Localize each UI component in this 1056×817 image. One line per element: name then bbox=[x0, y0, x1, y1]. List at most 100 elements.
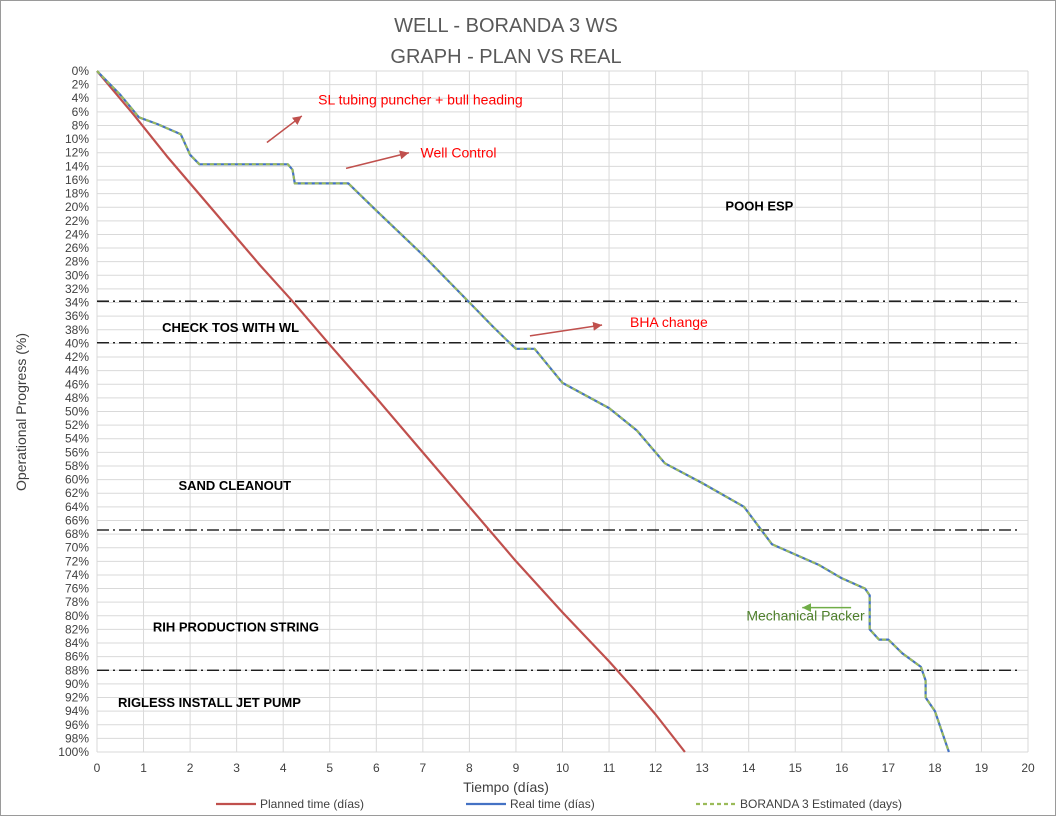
phase-label: SAND CLEANOUT bbox=[178, 478, 291, 493]
x-tick-label: 18 bbox=[928, 761, 942, 775]
y-tick-label: 96% bbox=[65, 718, 89, 732]
x-tick-label: 17 bbox=[882, 761, 896, 775]
annotation-label: BHA change bbox=[630, 314, 708, 330]
legend-label: Planned time (días) bbox=[260, 797, 364, 811]
x-tick-label: 9 bbox=[513, 761, 520, 775]
y-tick-label: 74% bbox=[65, 568, 89, 582]
y-tick-label: 80% bbox=[65, 609, 89, 623]
annotation-label: Mechanical Packer bbox=[746, 608, 865, 624]
y-tick-label: 0% bbox=[72, 64, 90, 78]
series-line-2 bbox=[96, 70, 950, 753]
y-tick-label: 32% bbox=[65, 282, 89, 296]
y-axis-title: Operational Progress (%) bbox=[13, 333, 29, 491]
y-tick-label: 92% bbox=[65, 691, 89, 705]
x-tick-label: 1 bbox=[140, 761, 147, 775]
x-tick-label: 11 bbox=[603, 761, 616, 775]
y-tick-label: 14% bbox=[65, 159, 89, 173]
y-tick-label: 36% bbox=[65, 309, 89, 323]
legend-label: Real time (días) bbox=[510, 797, 595, 811]
x-tick-label: 20 bbox=[1021, 761, 1035, 775]
y-tick-label: 24% bbox=[65, 227, 89, 241]
y-tick-label: 22% bbox=[65, 214, 89, 228]
phase-label: RIH PRODUCTION STRING bbox=[153, 619, 319, 634]
x-tick-label: 14 bbox=[742, 761, 756, 775]
y-tick-label: 82% bbox=[65, 622, 89, 636]
x-tick-label: 6 bbox=[373, 761, 380, 775]
x-tick-label: 10 bbox=[556, 761, 570, 775]
y-tick-label: 8% bbox=[72, 118, 90, 132]
y-tick-label: 40% bbox=[65, 336, 89, 350]
y-tick-label: 16% bbox=[65, 173, 89, 187]
x-tick-label: 0 bbox=[94, 761, 101, 775]
chart-title-line-2: GRAPH - PLAN VS REAL bbox=[390, 46, 621, 68]
y-tick-label: 62% bbox=[65, 486, 89, 500]
y-tick-label: 70% bbox=[65, 541, 89, 555]
y-tick-label: 44% bbox=[65, 364, 89, 378]
y-tick-label: 68% bbox=[65, 527, 89, 541]
phase-label: POOH ESP bbox=[725, 199, 793, 214]
y-tick-label: 84% bbox=[65, 636, 89, 650]
x-tick-label: 15 bbox=[789, 761, 803, 775]
y-tick-label: 12% bbox=[65, 146, 89, 160]
annotation-label: SL tubing puncher + bull heading bbox=[318, 91, 523, 107]
y-tick-label: 28% bbox=[65, 255, 89, 269]
y-tick-label: 90% bbox=[65, 677, 89, 691]
chart-title-line-1: WELL - BORANDA 3 WS bbox=[394, 15, 618, 37]
y-tick-label: 98% bbox=[65, 731, 89, 745]
annotation-arrow bbox=[345, 150, 410, 170]
y-tick-label: 20% bbox=[65, 200, 89, 214]
x-tick-label: 3 bbox=[233, 761, 240, 775]
y-tick-label: 4% bbox=[72, 91, 90, 105]
y-tick-label: 26% bbox=[65, 241, 89, 255]
y-tick-label: 58% bbox=[65, 459, 89, 473]
x-tick-label: 4 bbox=[280, 761, 287, 775]
y-tick-label: 66% bbox=[65, 513, 89, 527]
y-tick-label: 88% bbox=[65, 663, 89, 677]
y-tick-label: 94% bbox=[65, 704, 89, 718]
annotation-arrows bbox=[266, 115, 852, 613]
y-tick-label: 60% bbox=[65, 473, 89, 487]
y-tick-label: 50% bbox=[65, 405, 89, 419]
y-tick-label: 56% bbox=[65, 445, 89, 459]
phase-label: RIGLESS INSTALL JET PUMP bbox=[118, 695, 301, 710]
y-tick-label: 38% bbox=[65, 323, 89, 337]
y-tick-label: 78% bbox=[65, 595, 89, 609]
y-tick-label: 86% bbox=[65, 650, 89, 664]
annotation-label: Well Control bbox=[421, 144, 497, 160]
y-tick-label: 2% bbox=[72, 78, 90, 92]
y-tick-label: 10% bbox=[65, 132, 89, 146]
y-tick-label: 52% bbox=[65, 418, 89, 432]
y-tick-label: 48% bbox=[65, 391, 89, 405]
x-tick-label: 7 bbox=[420, 761, 427, 775]
y-tick-label: 100% bbox=[58, 745, 89, 759]
series-line-0 bbox=[96, 70, 686, 753]
x-tick-label: 8 bbox=[466, 761, 473, 775]
y-tick-label: 30% bbox=[65, 268, 89, 282]
x-tick-label: 12 bbox=[649, 761, 663, 775]
y-tick-label: 54% bbox=[65, 432, 89, 446]
x-tick-label: 2 bbox=[187, 761, 194, 775]
y-tick-label: 18% bbox=[65, 187, 89, 201]
x-tick-label: 19 bbox=[975, 761, 989, 775]
legend: Planned time (días) Real time (días) BORAN… bbox=[216, 797, 902, 811]
x-tick-label: 16 bbox=[835, 761, 849, 775]
y-tick-label: 42% bbox=[65, 350, 89, 364]
y-tick-label: 34% bbox=[65, 296, 89, 310]
text-labels: SL tubing puncher + bull heading Well Con… bbox=[118, 91, 865, 710]
x-tick-label: 13 bbox=[695, 761, 709, 775]
gridlines: 0%2%4%6%8%10%12%14%16%18%20%22%24%26%28%… bbox=[58, 64, 1035, 775]
series-lines bbox=[96, 70, 950, 753]
y-tick-label: 76% bbox=[65, 582, 89, 596]
legend-label: BORANDA 3 Estimated (days) bbox=[740, 797, 902, 811]
y-tick-label: 64% bbox=[65, 500, 89, 514]
y-tick-label: 46% bbox=[65, 377, 89, 391]
x-tick-label: 5 bbox=[326, 761, 333, 775]
y-tick-label: 72% bbox=[65, 554, 89, 568]
annotation-arrow bbox=[529, 321, 603, 337]
y-tick-label: 6% bbox=[72, 105, 90, 119]
x-axis-title: Tiempo (días) bbox=[463, 779, 549, 795]
phase-label: CHECK TOS WITH WL bbox=[162, 320, 299, 335]
annotation-arrow bbox=[266, 115, 303, 144]
